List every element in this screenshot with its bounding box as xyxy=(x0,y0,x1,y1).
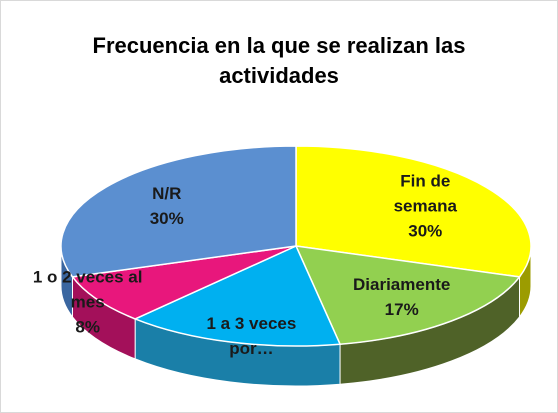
chart-title: Frecuencia en la que se realizan las act… xyxy=(92,33,466,88)
value-label: 17% xyxy=(384,300,419,319)
slice xyxy=(71,245,297,320)
value-label: 8% xyxy=(75,317,100,337)
data-label: 1 o 2 veces al mes 8% xyxy=(33,265,143,340)
category-label: 1 a 3 veces por… xyxy=(206,314,297,359)
slice xyxy=(133,245,342,347)
data-label: Fin de semana 30% xyxy=(370,169,480,244)
data-label: Diariamente 17% xyxy=(347,272,457,322)
category-label: 1 o 2 veces al mes xyxy=(32,267,143,312)
category-label: Diariamente xyxy=(353,275,451,294)
slice xyxy=(294,245,521,346)
category-label: Fin de semana xyxy=(393,171,457,216)
slice xyxy=(60,145,297,278)
data-label: 1 a 3 veces por… xyxy=(196,311,306,361)
value-label: 30% xyxy=(408,221,443,241)
category-label: N/R xyxy=(152,184,182,204)
slice xyxy=(295,145,532,278)
data-label: N/R 30% xyxy=(112,181,222,231)
value-label: 30% xyxy=(149,209,184,229)
